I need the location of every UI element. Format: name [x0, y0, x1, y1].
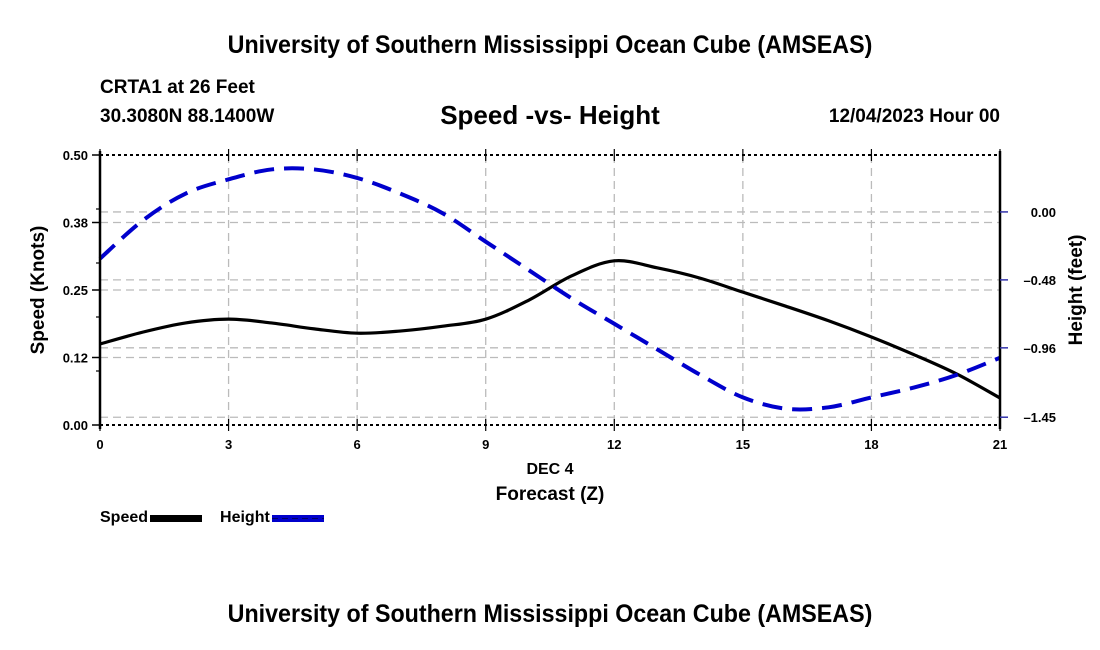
station-label: CRTA1 at 26 Feet	[100, 77, 255, 98]
axes	[92, 149, 1008, 431]
y2-tick-label: 0.00	[1031, 205, 1056, 220]
legend-item-speed: Speed	[100, 509, 203, 527]
legend-label-height: Height	[220, 509, 270, 526]
x-tick-label: 18	[864, 437, 878, 452]
x-axis-title: Forecast (Z)	[496, 484, 605, 505]
y-tick-label: 0.50	[63, 148, 88, 163]
coordinates-label: 30.3080N 88.1400W	[100, 106, 275, 127]
tick-labels: 0 3 6 9 12 15 18 21 0.00 0.12 0.25 0.38 0.50 0.00 –0.4…	[63, 148, 1056, 452]
y2-tick-label: –0.48	[1023, 273, 1056, 288]
series-line-speed	[99, 259, 1001, 400]
legend-item-height: Height	[220, 509, 324, 527]
x-tick-label: 9	[482, 437, 489, 452]
series-layer	[98, 166, 1001, 412]
legend-swatch-speed	[150, 514, 203, 522]
y-tick-label: 0.00	[63, 418, 88, 433]
legend-label-speed: Speed	[100, 509, 149, 526]
x-axis-date-label: DEC 4	[526, 461, 573, 478]
bottom-title: University of Southern Mississippi Ocean…	[227, 600, 873, 628]
x-tick-label: 21	[993, 437, 1007, 452]
y-tick-label: 0.12	[63, 351, 88, 366]
y2-tick-label: –1.45	[1023, 410, 1056, 425]
legend: Speed Height	[100, 509, 342, 527]
x-tick-label: 15	[736, 437, 750, 452]
y-axis-title: Speed (Knots)	[28, 226, 49, 355]
grid	[100, 155, 1000, 425]
main-title: University of Southern Mississippi Ocean…	[227, 31, 873, 59]
datestamp: 12/04/2023 Hour 00	[828, 106, 1000, 127]
x-tick-label: 3	[225, 437, 232, 452]
legend-swatch-height	[271, 514, 324, 522]
y2-tick-label: –0.96	[1023, 341, 1056, 356]
x-tick-label: 0	[96, 437, 103, 452]
y2-axis-title: Height (feet)	[1066, 235, 1087, 346]
y-tick-label: 0.25	[63, 283, 88, 298]
x-tick-label: 12	[607, 437, 621, 452]
x-tick-label: 6	[354, 437, 361, 452]
chart-title: Speed -vs- Height	[440, 100, 660, 130]
y-tick-label: 0.38	[63, 216, 88, 231]
